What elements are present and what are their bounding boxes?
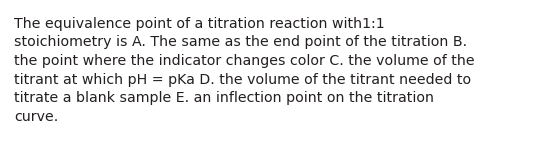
Text: The equivalence point of a titration reaction with1:1
stoichiometry is A. The sa: The equivalence point of a titration rea… bbox=[14, 17, 474, 124]
